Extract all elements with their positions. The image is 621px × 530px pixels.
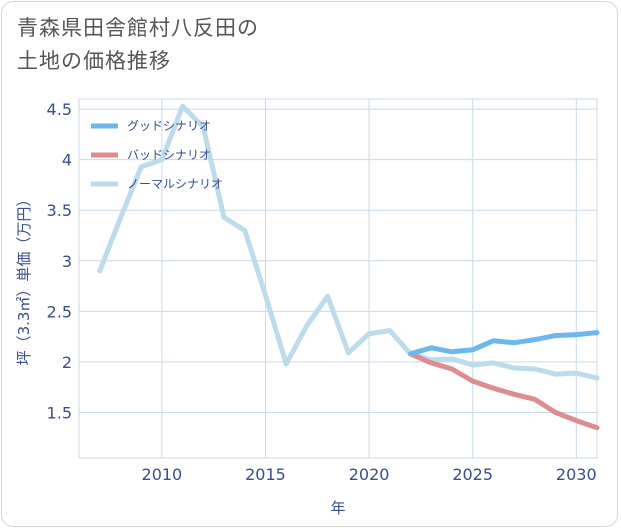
y-tick-label: 1.5: [47, 403, 72, 422]
chart-title-line-2: 土地の価格推移: [17, 49, 171, 73]
chart-title-line-1: 青森県田舎館村八反田の: [17, 16, 259, 40]
series-line-bad: [408, 351, 600, 431]
y-tick-label: 4: [62, 151, 72, 170]
x-tick-label: 2010: [142, 465, 183, 484]
x-tick-label: 2025: [452, 465, 493, 484]
y-tick-label: 4.5: [47, 100, 72, 119]
series-line-good: [408, 330, 600, 357]
y-tick-label: 2.5: [47, 302, 72, 321]
x-tick-label: 2020: [349, 465, 390, 484]
y-tick-label: 3.5: [47, 201, 72, 220]
legend-label-good: グッドシナリオ: [127, 119, 211, 133]
x-axis-label: 年: [330, 499, 345, 517]
y-tick-label: 3: [62, 252, 72, 271]
tick-labels: 2010 2015 2020 2025 2030 1.5 2 2.5 3 3.5 4 4.5: [47, 100, 597, 484]
plot-frame: [78, 98, 598, 459]
x-tick-label: 2030: [556, 465, 597, 484]
legend-label-bad: バッドシナリオ: [127, 148, 211, 162]
y-tick-label: 2: [62, 353, 72, 372]
legend-label-normal: ノーマルシナリオ: [127, 177, 223, 191]
series-lines: [97, 103, 600, 431]
y-axis-label: 坪（3.3㎡）単価（万円）: [15, 192, 33, 366]
series-line-normal: [97, 103, 600, 381]
x-tick-label: 2015: [245, 465, 286, 484]
grid-lines: [78, 98, 598, 459]
chart-title: 青森県田舎館村八反田の 土地の価格推移: [17, 12, 259, 78]
